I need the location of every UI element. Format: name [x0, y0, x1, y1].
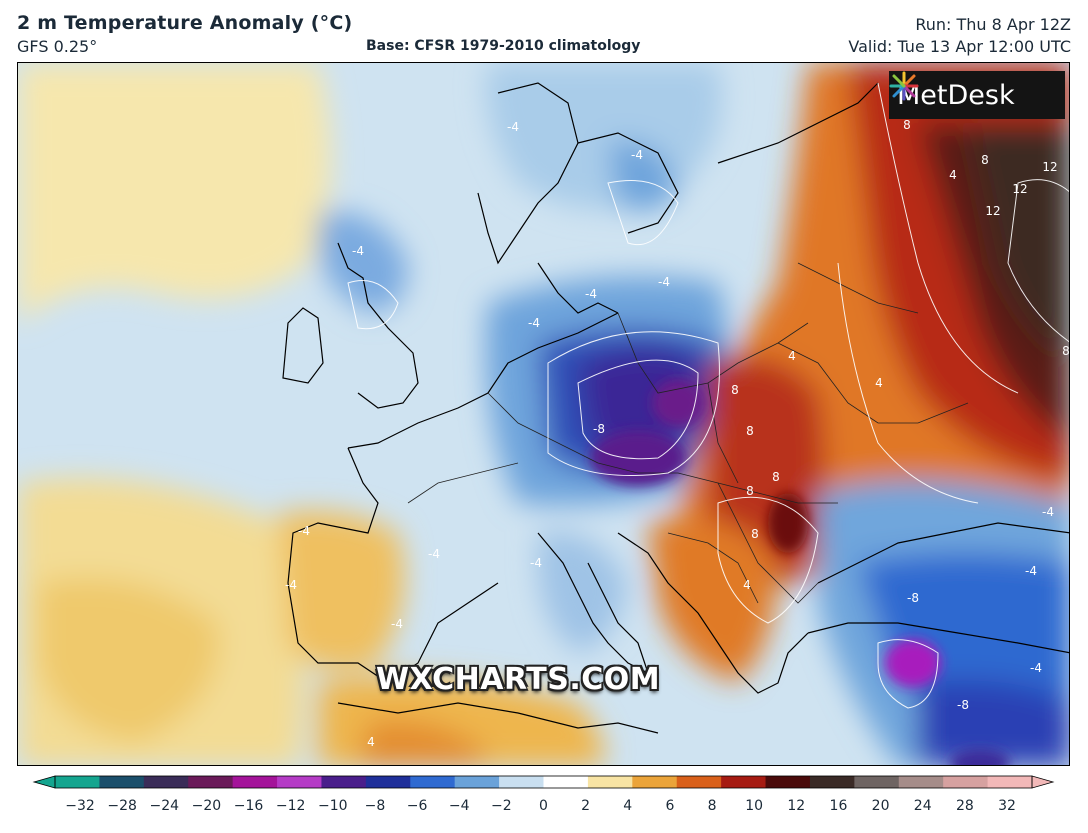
contour-label: -4	[352, 244, 364, 258]
contour-label: -4	[528, 316, 540, 330]
legend-tick-label: −6	[406, 798, 428, 814]
contour-lines	[347, 82, 1069, 709]
legend-color-segment	[232, 776, 278, 788]
contour-label: 4	[949, 168, 957, 182]
legend-tick-label: −20	[191, 798, 222, 814]
country-borders	[407, 262, 969, 604]
legend-tick-label: −4	[448, 798, 470, 814]
legend-color-segment	[188, 776, 234, 788]
contour-label: 8	[1062, 344, 1070, 358]
legend-tick-label: 10	[745, 798, 764, 814]
contour-label: 4	[367, 735, 375, 749]
contour-label: -8	[907, 591, 919, 605]
metdesk-logo[interactable]: MetDesk	[889, 71, 1065, 119]
contour-label: -4	[658, 275, 670, 289]
contour-label: 8	[981, 153, 989, 167]
legend-color-segment	[587, 776, 633, 788]
legend-tick-label: −12	[275, 798, 306, 814]
legend-tick-label: 24	[913, 798, 932, 814]
legend-color-segment	[987, 776, 1033, 788]
legend-arrow-low	[32, 775, 56, 789]
legend-color-segment	[898, 776, 944, 788]
sunburst-logo-icon	[889, 71, 919, 101]
legend-color-segment	[143, 776, 189, 788]
legend-tick-label: 28	[955, 798, 974, 814]
legend-color-segment	[99, 776, 145, 788]
wxcharts-watermark: WXCHARTS.COM	[376, 662, 661, 697]
legend-color-segment	[854, 776, 900, 788]
contour-label: -4	[507, 120, 519, 134]
contour-label: 12	[985, 204, 1000, 218]
contour-label: -8	[593, 422, 605, 436]
map-panel[interactable]: -4 -4 -4 -4 -4 -4 -8 -4 -4 -4 -4 -4 -4 -4 -4 -8 -8 4 4 4 4 8 8…	[17, 62, 1070, 766]
contour-labels: -4 -4 -4 -4 -4 -4 -8 -4 -4 -4 -4 -4 -4 -4 -4 -8 -8 4 4 4 4 8 8…	[285, 118, 1070, 749]
legend-tick-label: −32	[65, 798, 95, 814]
contour-label: -4	[391, 617, 403, 631]
legend-color-segment	[632, 776, 678, 788]
valid-label: Valid: Tue 13 Apr 12:00 UTC	[848, 37, 1071, 56]
legend-color-segment	[676, 776, 722, 788]
contour-label: 4	[788, 349, 796, 363]
legend-tick-label: −16	[233, 798, 264, 814]
legend-tick-label: 2	[581, 798, 591, 814]
legend-color-segment	[943, 776, 989, 788]
legend-color-segment	[410, 776, 456, 788]
run-label: Run: Thu 8 Apr 12Z	[915, 15, 1071, 34]
legend-tick-label: −8	[364, 798, 386, 814]
legend-color-segment	[277, 776, 322, 788]
contour-label: 12	[1012, 182, 1027, 196]
legend-color-segment	[454, 776, 500, 788]
chart-title: 2 m Temperature Anomaly (°C)	[17, 12, 353, 34]
contour-label: -4	[585, 287, 597, 301]
legend-color-segment	[765, 776, 811, 788]
legend-color-segment	[55, 776, 100, 788]
contour-label: 4	[743, 578, 751, 592]
legend-color-segment	[721, 776, 767, 788]
contour-label: -4	[631, 148, 643, 162]
legend-tick-label: 20	[871, 798, 890, 814]
contour-label: -4	[298, 524, 310, 538]
contour-label: -4	[428, 547, 440, 561]
legend-tick-label: 16	[829, 798, 848, 814]
legend-tick-label: 8	[707, 798, 717, 814]
model-label: GFS 0.25°	[17, 37, 98, 56]
legend-color-segment	[543, 776, 589, 788]
legend-arrow-high	[1031, 775, 1055, 789]
legend-tick-label: 12	[787, 798, 806, 814]
legend-tick-label: 0	[539, 798, 548, 814]
contour-label: -4	[1025, 564, 1037, 578]
base-label: Base: CFSR 1979-2010 climatology	[366, 38, 641, 54]
legend-tick-label: 32	[998, 798, 1016, 814]
legend-tick-label: 6	[665, 798, 675, 814]
legend-tick-label: −28	[107, 798, 137, 814]
contour-label: -8	[957, 698, 969, 712]
coastlines	[282, 82, 1069, 734]
contour-label: 8	[746, 424, 754, 438]
contour-label: 4	[875, 376, 883, 390]
legend-tick-label: −2	[491, 798, 512, 814]
contour-label: -4	[530, 556, 542, 570]
contour-label: 12	[1042, 160, 1057, 174]
legend-color-segment	[321, 776, 367, 788]
contour-label: 8	[903, 118, 911, 132]
legend-tick-label: −24	[149, 798, 180, 814]
contour-label: -4	[1030, 661, 1042, 675]
contour-label: -4	[1042, 505, 1054, 519]
contour-label: 8	[731, 383, 739, 397]
contour-label: 8	[772, 470, 780, 484]
contour-label: -4	[285, 578, 297, 592]
legend-tick-label: 4	[623, 798, 633, 814]
anomaly-map: -4 -4 -4 -4 -4 -4 -8 -4 -4 -4 -4 -4 -4 -4 -4 -8 -8 4 4 4 4 8 8…	[18, 63, 1070, 765]
legend-tick-label: −10	[318, 798, 348, 814]
legend-color-segment	[809, 776, 855, 788]
legend-color-segment	[499, 776, 544, 788]
contour-label: 8	[751, 527, 759, 541]
color-legend	[32, 775, 1055, 789]
contour-label: 8	[746, 484, 754, 498]
legend-color-segment	[365, 776, 411, 788]
